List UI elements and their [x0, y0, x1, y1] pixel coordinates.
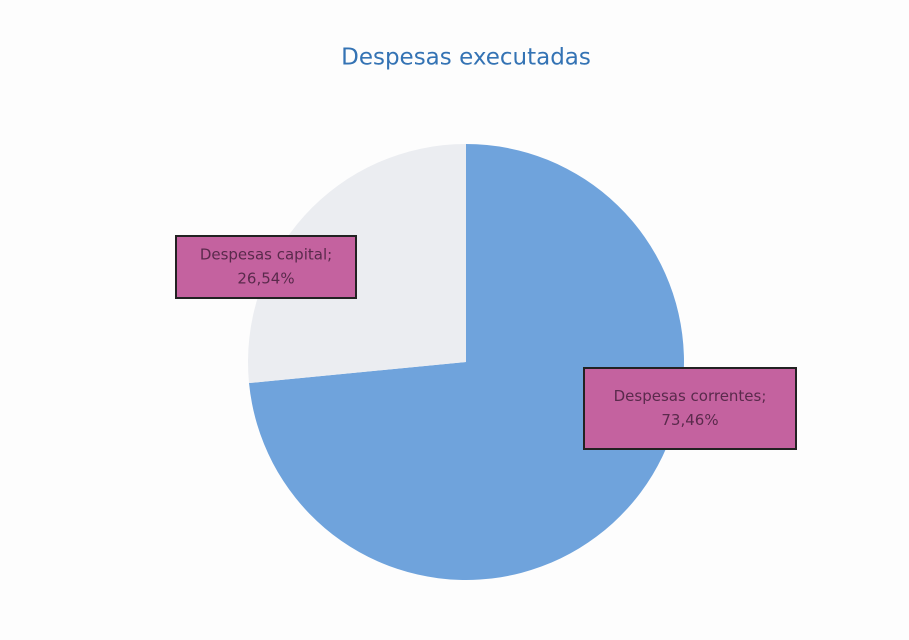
data-label-value: 73,46%: [661, 411, 718, 429]
data-label-category: Despesas correntes;: [614, 387, 767, 405]
data-label-value: 26,54%: [237, 270, 294, 288]
pie-slice: [249, 144, 684, 580]
data-label-box: [583, 367, 797, 450]
chart-title: Despesas executadas: [341, 45, 591, 71]
data-label-category: Despesas capital;: [200, 246, 332, 264]
data-label-box: [175, 235, 357, 299]
